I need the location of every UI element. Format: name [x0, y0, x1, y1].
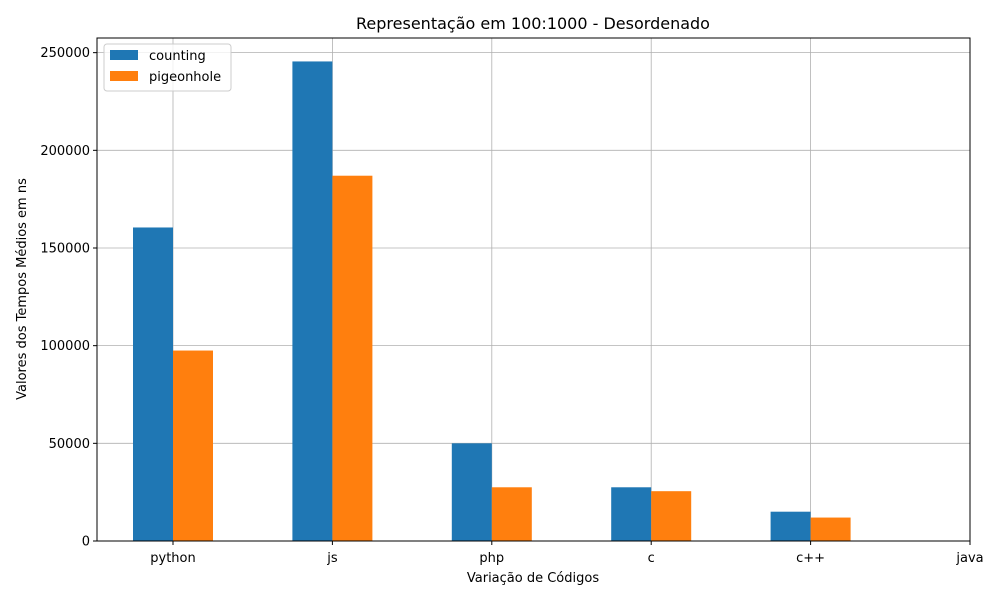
y-tick-label: 100000 [40, 339, 90, 354]
x-tick-label-js: js [326, 551, 338, 566]
bar-pigeonhole-js [332, 175, 373, 541]
bar-counting-php [451, 443, 492, 541]
y-tick-label: 200000 [40, 144, 90, 159]
bar-pigeonhole-c [651, 491, 692, 541]
x-tick-label-python: python [150, 551, 195, 566]
x-tick-label-c: c [648, 551, 655, 566]
grid-lines [97, 38, 971, 542]
x-tick-label-java: java [955, 551, 983, 566]
bar-counting-c++ [770, 511, 811, 541]
legend-label-counting: counting [149, 49, 206, 64]
legend-label-pigeonhole: pigeonhole [149, 70, 221, 85]
bar-counting-python [133, 227, 173, 541]
y-tick-label: 0 [82, 535, 90, 550]
chart-title: Representação em 100:1000 - Desordenado [356, 14, 710, 33]
bar-pigeonhole-python [173, 350, 213, 541]
bars [133, 61, 851, 542]
legend-swatch-pigeonhole [110, 71, 138, 81]
y-axis: 0 50000 100000 150000 200000 250000 [40, 46, 97, 550]
legend-swatch-counting [110, 50, 138, 60]
legend: counting pigeonhole [103, 43, 232, 92]
x-axis-label: Variação de Códigos [467, 571, 599, 586]
x-tick-label-php: php [479, 551, 504, 566]
bar-pigeonhole-c++ [810, 517, 851, 541]
y-tick-label: 250000 [40, 46, 90, 61]
y-tick-label: 150000 [40, 241, 90, 256]
bar-counting-js [292, 61, 333, 542]
y-tick-label: 50000 [49, 437, 90, 452]
x-axis: python js php c c++ java [150, 541, 984, 566]
bar-pigeonhole-php [491, 487, 532, 541]
x-tick-label-c++: c++ [796, 551, 825, 566]
bar-counting-c [611, 487, 652, 541]
plot-frame [96, 37, 971, 542]
y-axis-label: Valores dos Tempos Médios em ns [15, 178, 30, 400]
